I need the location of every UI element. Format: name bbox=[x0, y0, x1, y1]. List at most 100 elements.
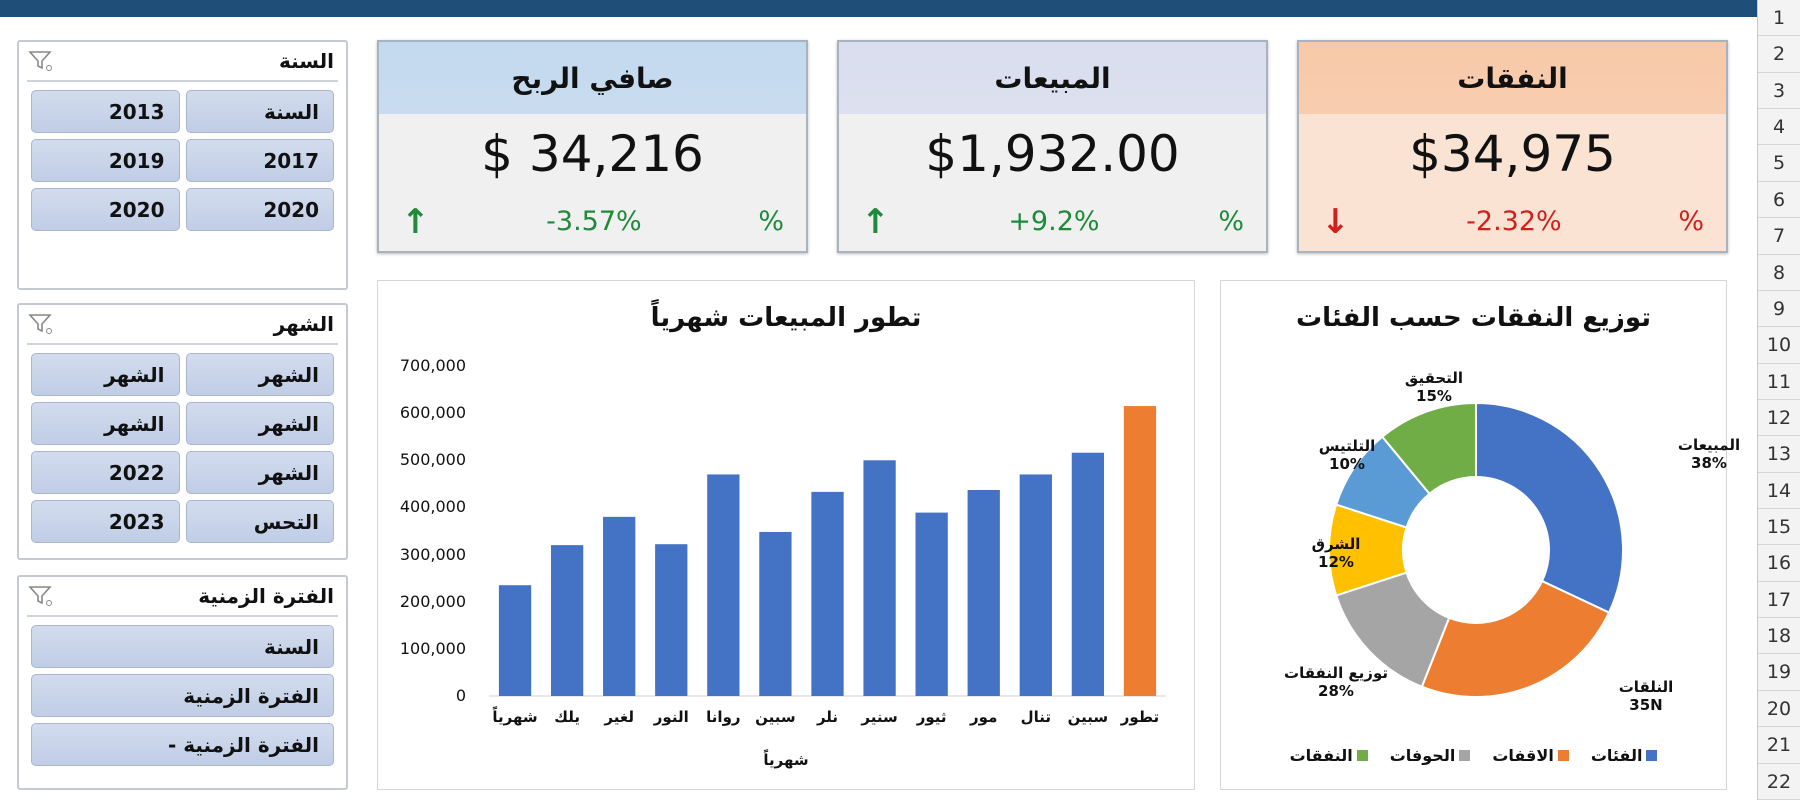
bar[interactable] bbox=[811, 491, 844, 696]
legend-item[interactable]: الفئات bbox=[1591, 746, 1658, 765]
row-number[interactable]: 13 bbox=[1758, 436, 1800, 473]
row-number[interactable]: 15 bbox=[1758, 509, 1800, 546]
expense-distribution-chart: توزيع النفقات حسب الفئات الفئات الاقفات ال… bbox=[1220, 280, 1740, 790]
slicer-item[interactable]: 2019 bbox=[31, 139, 180, 182]
row-number[interactable]: 1 bbox=[1758, 0, 1800, 37]
slice-name: النلقات bbox=[1618, 678, 1674, 696]
row-number[interactable]: 9 bbox=[1758, 291, 1800, 328]
kpi-card: صافي الربح $ 34,216 ↑ -3.57%% bbox=[377, 40, 808, 253]
arrow-down-icon: ↓ bbox=[1321, 201, 1350, 242]
legend-item[interactable]: الاقفات bbox=[1492, 746, 1569, 765]
bar[interactable] bbox=[863, 460, 896, 696]
row-headers: 1 2 3 4 5 6 7 8 9 10 11 12 13 14 15 16 17 18 19 20 21 22 bbox=[1757, 0, 1800, 800]
slicer-item[interactable]: 2017 bbox=[185, 139, 334, 182]
y-tick-label: 400,000 bbox=[399, 497, 466, 517]
donut-slice[interactable] bbox=[1420, 579, 1611, 698]
slicer-item[interactable]: 2023 bbox=[31, 500, 180, 543]
x-tick-label: نلر bbox=[816, 708, 839, 726]
x-tick-label: سنير bbox=[861, 708, 898, 726]
bar[interactable] bbox=[759, 531, 792, 696]
arrow-up-icon: ↑ bbox=[401, 201, 430, 242]
bar[interactable] bbox=[603, 516, 636, 696]
y-tick-label: 100,000 bbox=[399, 638, 466, 658]
slice-name: التحقيق bbox=[1404, 369, 1464, 387]
bar[interactable] bbox=[1019, 474, 1052, 696]
donut-slice[interactable] bbox=[1475, 401, 1624, 614]
slice-label: النلقات 35N bbox=[1591, 678, 1701, 714]
legend-item[interactable]: الحوفات bbox=[1390, 746, 1471, 765]
slicer-item[interactable]: 2020 bbox=[31, 188, 180, 231]
x-tick-label: شهرياً bbox=[492, 708, 538, 726]
percent-sign: % bbox=[1218, 206, 1244, 237]
bar[interactable] bbox=[915, 512, 948, 696]
row-number[interactable]: 11 bbox=[1758, 364, 1800, 400]
row-number[interactable]: 3 bbox=[1758, 73, 1800, 110]
slicer-item[interactable]: الفترة الزمنية bbox=[31, 674, 334, 717]
row-number[interactable]: 12 bbox=[1758, 400, 1800, 437]
slicer-item[interactable]: السنة bbox=[31, 625, 334, 668]
donut-plot bbox=[1328, 401, 1624, 698]
kpi-card: المبيعات $1,932.00 ↑ +9.2%% bbox=[837, 40, 1268, 253]
slice-name: المبيعات bbox=[1677, 436, 1741, 454]
slicer-item[interactable]: 2022 bbox=[31, 451, 180, 494]
x-tick-label: مور bbox=[970, 708, 998, 726]
bar[interactable] bbox=[498, 585, 532, 696]
slicer-year: السنة السنة 2013 2017 2019 2020 2020 bbox=[17, 40, 348, 290]
bar[interactable] bbox=[1123, 406, 1157, 696]
kpi-card: النفقات $34,975 ↓ -2.32%% bbox=[1297, 40, 1728, 253]
slicer-item[interactable]: الشهر bbox=[185, 451, 334, 494]
row-number[interactable]: 17 bbox=[1758, 582, 1800, 619]
row-number[interactable]: 14 bbox=[1758, 473, 1800, 510]
y-tick-label: 600,000 bbox=[399, 403, 466, 423]
clear-filter-icon[interactable] bbox=[27, 584, 55, 608]
row-number[interactable]: 5 bbox=[1758, 145, 1800, 182]
row-number[interactable]: 19 bbox=[1758, 654, 1800, 691]
slice-value: 10% bbox=[1329, 455, 1365, 473]
row-number[interactable]: 22 bbox=[1758, 764, 1800, 800]
percent-sign: % bbox=[1678, 206, 1704, 237]
row-number[interactable]: 8 bbox=[1758, 255, 1800, 291]
bar[interactable] bbox=[550, 545, 584, 696]
slicer-item[interactable]: الشهر bbox=[31, 402, 180, 445]
slicer-item[interactable]: الشهر bbox=[31, 353, 180, 396]
row-number[interactable]: 6 bbox=[1758, 182, 1800, 219]
row-number[interactable]: 7 bbox=[1758, 218, 1800, 255]
slicer-title: السنة bbox=[278, 49, 334, 73]
y-tick-label: 700,000 bbox=[399, 356, 466, 375]
slicer-item[interactable]: 2013 bbox=[31, 90, 180, 133]
slicer-item[interactable]: الشهر bbox=[185, 402, 334, 445]
legend-item[interactable]: النفقات bbox=[1290, 746, 1368, 765]
kpi-value: $34,975 bbox=[1409, 125, 1616, 183]
slicer-item[interactable]: السنة bbox=[185, 90, 334, 133]
row-number[interactable]: 18 bbox=[1758, 618, 1800, 655]
slicer-item[interactable]: الفترة الزمنية - bbox=[31, 723, 334, 766]
row-number[interactable]: 4 bbox=[1758, 109, 1800, 146]
clear-filter-icon[interactable] bbox=[27, 312, 55, 336]
slice-value: 15% bbox=[1416, 387, 1452, 405]
slice-name: التلتيس bbox=[1318, 437, 1376, 455]
bar[interactable] bbox=[1071, 452, 1105, 696]
x-tick-label: تطور bbox=[1120, 708, 1160, 726]
slicer-item[interactable]: التحس bbox=[185, 500, 334, 543]
donut-slice[interactable] bbox=[1380, 401, 1477, 496]
row-number[interactable]: 16 bbox=[1758, 545, 1800, 582]
chart-title: توزيع النفقات حسب الفئات bbox=[1296, 303, 1651, 333]
bar[interactable] bbox=[655, 544, 688, 696]
slicer-item[interactable]: الشهر bbox=[185, 353, 334, 396]
row-number[interactable]: 21 bbox=[1758, 727, 1800, 764]
slicer-month: الشهر الشهر الشهر الشهر الشهر الشهر 2022 التحس… bbox=[17, 303, 348, 560]
bar[interactable] bbox=[967, 489, 1000, 696]
clear-filter-icon[interactable] bbox=[27, 49, 55, 73]
slice-label: التلتيس 10% bbox=[1292, 437, 1402, 473]
legend-swatch bbox=[1459, 750, 1471, 761]
bar[interactable] bbox=[707, 474, 740, 696]
legend-label: الحوفات bbox=[1389, 746, 1456, 765]
kpi-change-row: ↑ -3.57%% bbox=[379, 194, 806, 249]
row-number[interactable]: 20 bbox=[1758, 691, 1800, 728]
row-number[interactable]: 2 bbox=[1758, 36, 1800, 73]
row-number[interactable]: 10 bbox=[1758, 327, 1800, 364]
y-tick-label: 0 bbox=[455, 686, 466, 705]
x-tick-label: تنال bbox=[1020, 708, 1051, 726]
slice-label: الشرق 12% bbox=[1281, 535, 1391, 571]
slicer-item[interactable]: 2020 bbox=[185, 188, 334, 231]
